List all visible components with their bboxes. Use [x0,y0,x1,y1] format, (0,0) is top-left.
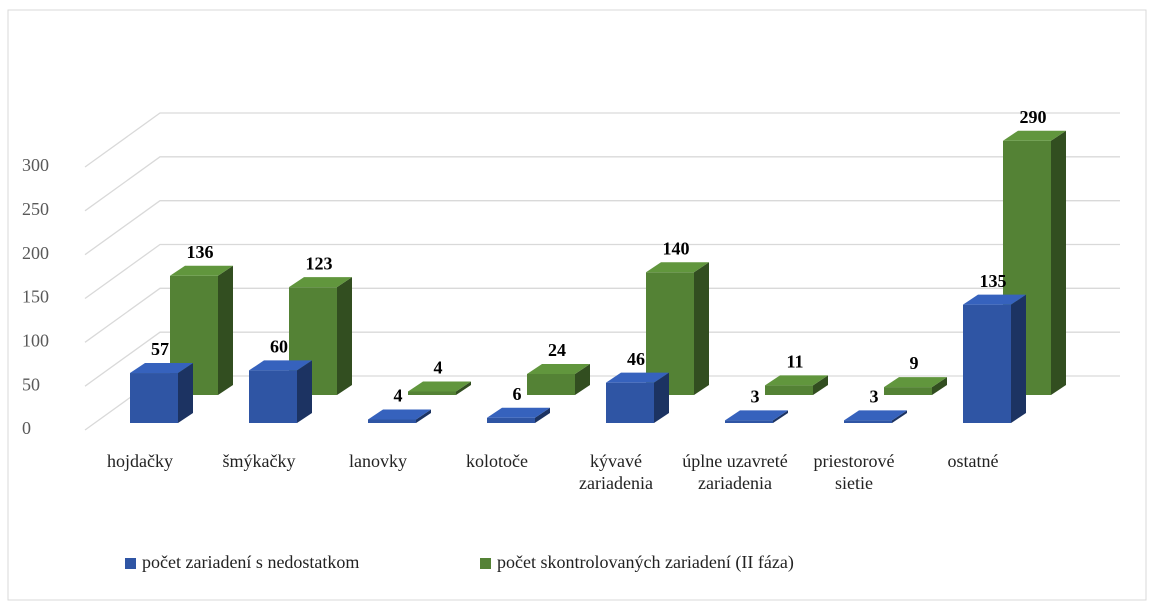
data-label: 290 [1020,107,1047,127]
bar-side [297,360,312,423]
bar-side [932,377,947,395]
bar-top [487,407,550,418]
legend-swatch [125,558,136,569]
data-label: 9 [910,353,919,373]
bar-top [130,363,193,374]
bar [130,373,178,423]
x-tick-label: ostatné [947,451,999,471]
bar-top [963,294,1026,305]
y-tick-label: 50 [22,374,40,394]
bar-top [725,410,788,421]
bar [725,420,773,423]
data-label: 11 [786,351,803,371]
legend-label: počet zariadení s nedostatkom [142,552,359,572]
bar-side [1051,130,1066,395]
bar-side [535,407,550,423]
x-tick-label: úplne uzavreté zariadenia [682,451,788,493]
data-label: 46 [627,349,645,369]
legend-swatch [480,558,491,569]
grid-line [84,156,1120,212]
x-tick-label: hojdačky [107,451,173,471]
bar [884,387,932,395]
grid-line [84,200,1120,256]
bar-top [884,377,947,388]
bar [368,419,416,423]
y-tick-label: 300 [22,155,49,175]
bar-top [844,410,907,421]
data-label: 3 [751,386,760,406]
x-tick-label: kolotoče [466,451,528,471]
bar [487,417,535,423]
data-label: 136 [187,242,214,262]
x-tick-label: kývavé zariadenia [579,451,653,493]
bar [963,304,1011,423]
bar [249,370,297,423]
bar-top [646,262,709,273]
data-label: 140 [663,238,690,258]
bar-top [289,277,352,288]
grid-line [84,112,1120,168]
bar-side [813,375,828,395]
bar [844,420,892,423]
x-tick-label: šmýkačky [222,451,296,471]
bar [765,385,813,395]
bar-side [654,372,669,423]
data-label: 3 [870,386,879,406]
data-label: 57 [151,339,169,359]
bar-side [218,265,233,395]
grid-line [84,243,1120,300]
bar-side [337,277,352,395]
bar-side [694,262,709,395]
bar-side [773,410,788,423]
bar [527,373,575,395]
bar-side [1011,294,1026,423]
data-label: 6 [513,384,522,404]
bar-top [765,375,828,386]
legend-label: počet skontrolovaných zariadení (II fáza… [497,552,794,573]
bar-top [368,409,431,420]
data-label: 60 [270,337,288,357]
bar-side [575,363,590,395]
y-tick-label: 200 [22,243,49,263]
bar-side [178,363,193,423]
bar-top [1003,130,1066,141]
bar-side [456,381,471,395]
bar-top [408,381,471,392]
bar-side [892,410,907,423]
bar-side [416,409,431,423]
grid-line [84,331,1120,387]
data-label: 4 [394,386,403,406]
bar [606,382,654,423]
bar-top [249,360,312,371]
y-tick-label: 250 [22,199,49,219]
data-label: 24 [548,340,566,360]
y-tick-label: 150 [22,287,49,307]
x-tick-label: priestorové sietie [813,451,895,493]
data-label: 135 [980,271,1007,291]
x-tick-label: lanovky [349,451,407,471]
bar [408,391,456,395]
y-tick-label: 0 [22,418,31,438]
grid-line [84,287,1120,343]
data-label: 4 [434,358,443,378]
bar-top [527,363,590,374]
y-tick-label: 100 [22,330,49,350]
bar-top [606,372,669,383]
data-label: 123 [306,253,333,273]
bar-top [170,265,233,276]
